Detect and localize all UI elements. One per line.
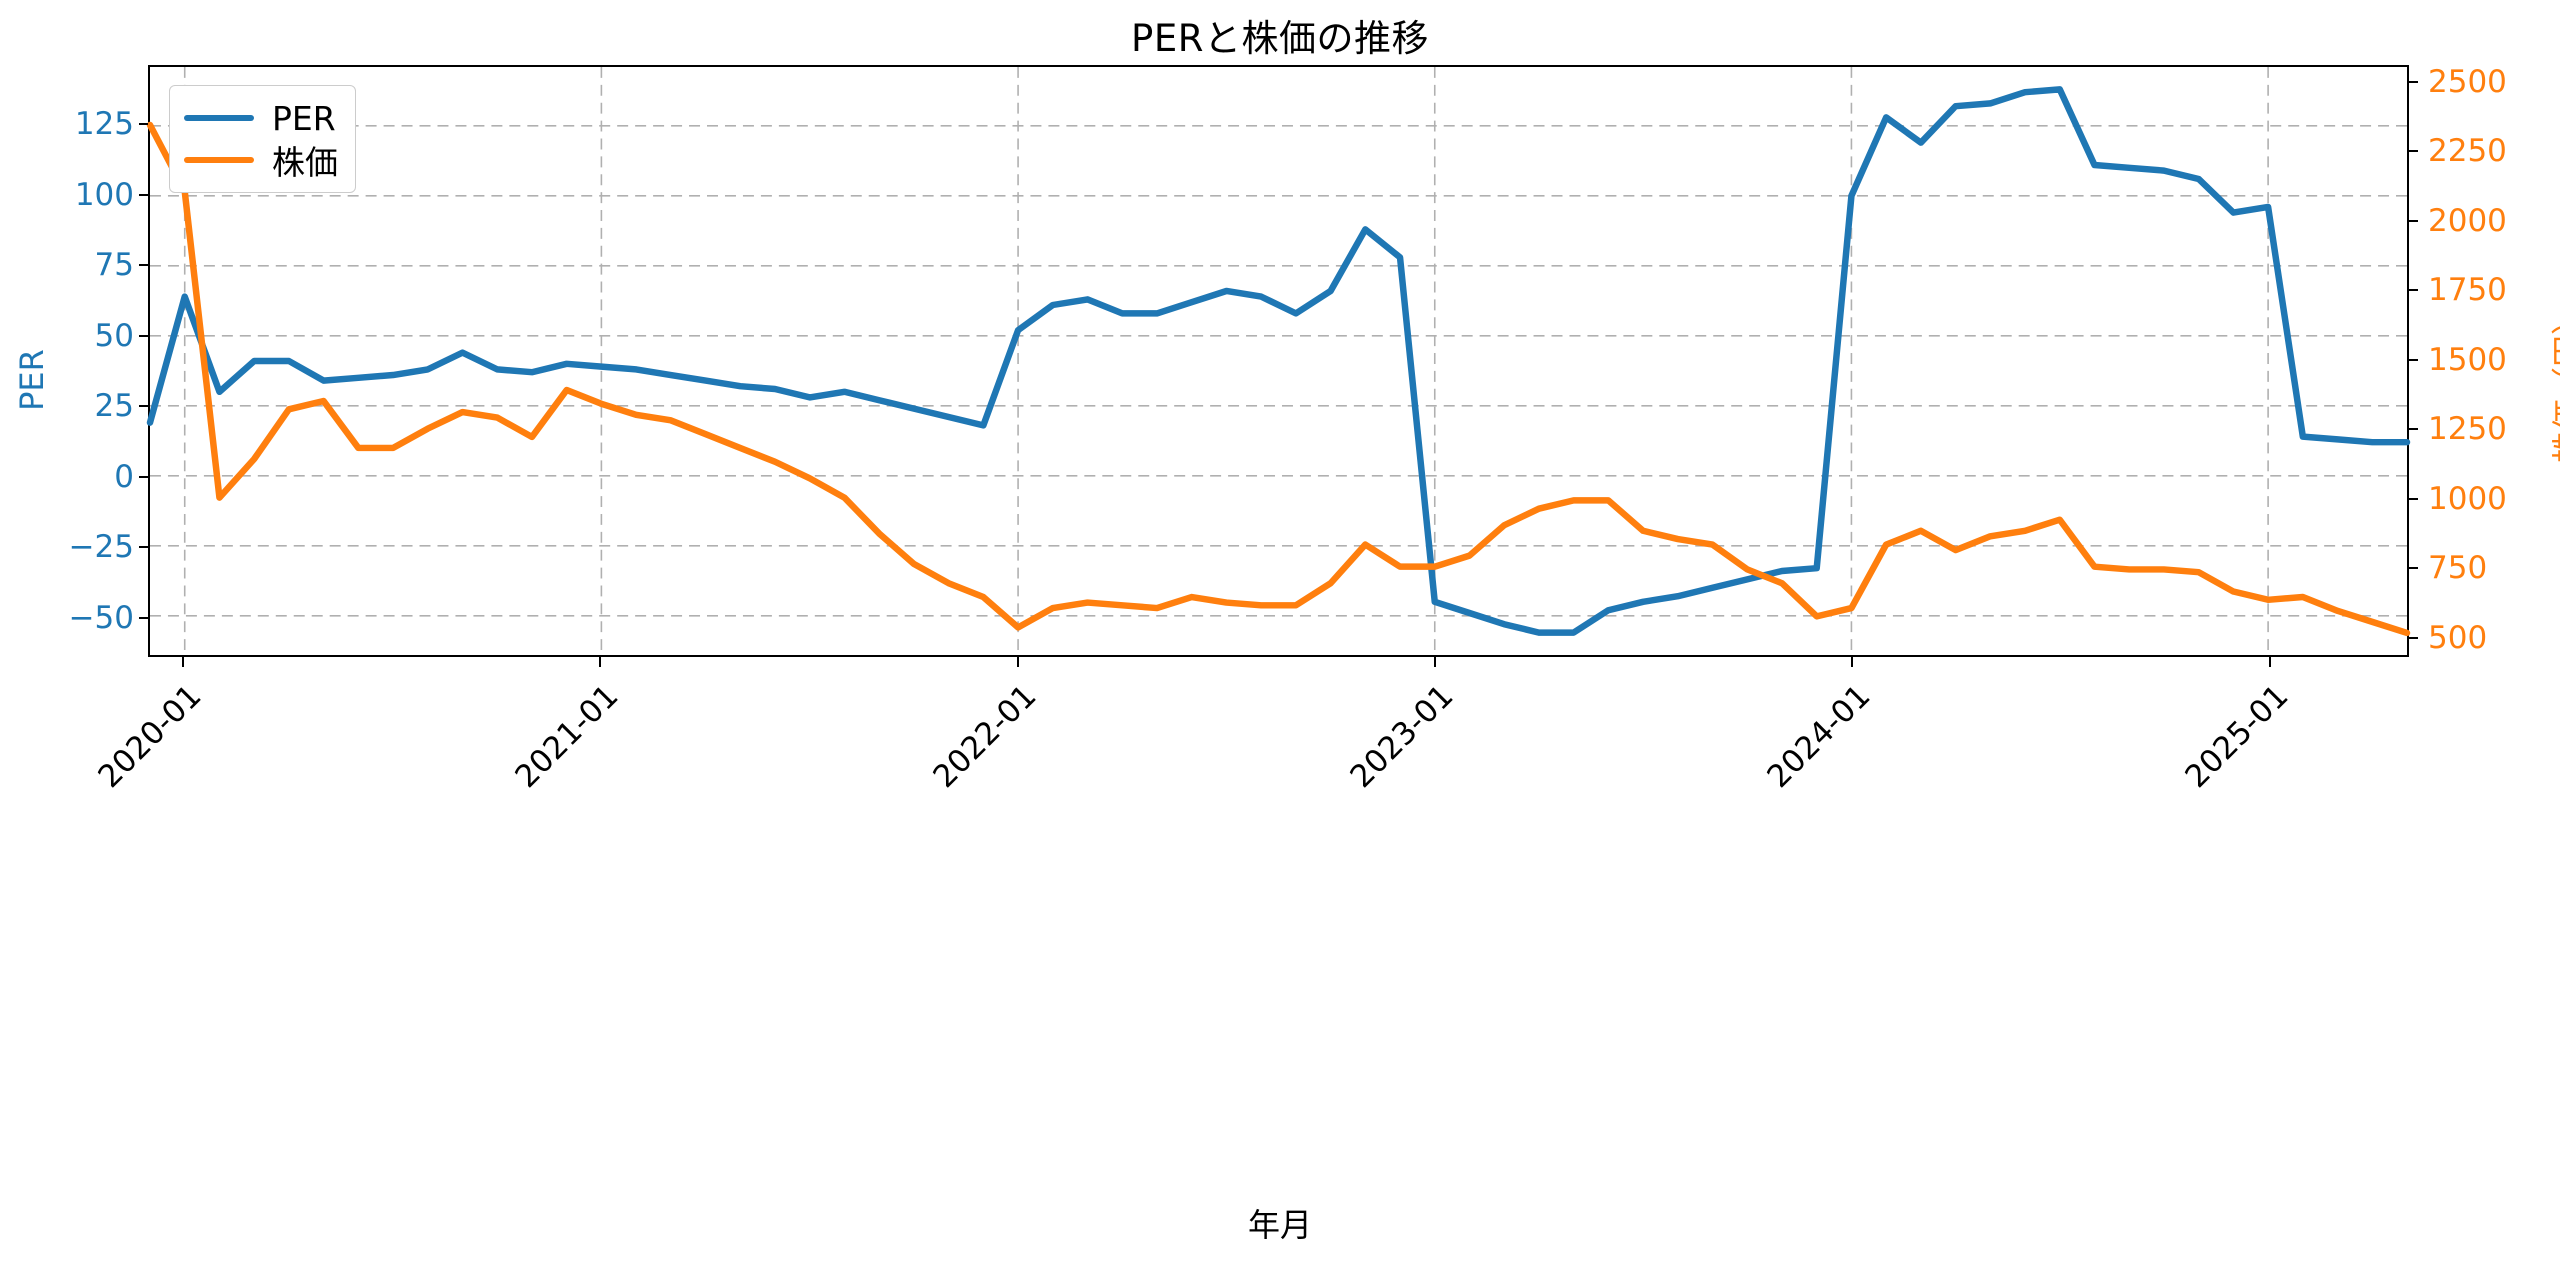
x-tick-mark [1434, 657, 1437, 667]
y-tick-label-right: 2250 [2428, 133, 2507, 170]
chart-legend: PER 株価 [169, 85, 356, 193]
x-tick-label: 2020-01 [91, 678, 209, 796]
data-lines [146, 86, 2411, 637]
y-tick-label-right: 750 [2428, 550, 2488, 587]
y-tick-mark-right [2409, 428, 2418, 431]
y-tick-mark-left [139, 193, 148, 196]
x-axis-label: 年月 [1247, 1206, 1312, 1244]
x-tick-mark [599, 657, 602, 667]
y-tick-label-left: 50 [94, 317, 134, 354]
y-tick-label-left: 0 [114, 458, 134, 495]
x-tick-mark [1851, 657, 1854, 667]
y-tick-mark-left [139, 405, 148, 408]
y-tick-label-left: −25 [68, 529, 134, 566]
y-tick-mark-right [2409, 289, 2418, 292]
legend-swatch-kabuka [184, 157, 254, 163]
x-tick-label: 2025-01 [2178, 678, 2296, 796]
y-tick-label-left: −50 [68, 599, 134, 636]
y-tick-label-left: 100 [74, 176, 134, 213]
y-tick-label-left: 125 [74, 106, 134, 143]
x-tick-label: 2024-01 [1760, 678, 1878, 796]
y-tick-mark-right [2409, 219, 2418, 222]
x-tick-mark [181, 657, 184, 667]
series-line-PER [146, 86, 2411, 636]
y-tick-mark-right [2409, 497, 2418, 500]
legend-item-per: PER [184, 97, 338, 139]
y-tick-label-right: 1750 [2428, 272, 2507, 309]
y-tick-mark-right [2409, 567, 2418, 570]
y-tick-label-right: 500 [2428, 619, 2488, 656]
y-axis-left-label: PER [13, 349, 51, 411]
y-tick-mark-left [139, 334, 148, 337]
legend-item-kabuka: 株価 [184, 139, 338, 182]
y-tick-label-right: 1250 [2428, 411, 2507, 448]
chart-title: PERと株価の推移 [1131, 17, 1429, 60]
y-tick-label-right: 1500 [2428, 341, 2507, 378]
series-line-株価 [146, 121, 2411, 637]
plot-area [146, 65, 2411, 657]
y-tick-label-right: 1000 [2428, 480, 2507, 517]
y-tick-mark-right [2409, 636, 2418, 639]
x-tick-mark [1016, 657, 1019, 667]
y-tick-mark-left [139, 546, 148, 549]
y-tick-label-right: 2500 [2428, 63, 2507, 100]
x-tick-label: 2022-01 [926, 678, 1044, 796]
y-tick-mark-left [139, 475, 148, 478]
grid-lines [150, 67, 2407, 655]
y-tick-mark-left [139, 264, 148, 267]
x-tick-mark [2268, 657, 2271, 667]
y-tick-mark-right [2409, 358, 2418, 361]
legend-swatch-per [184, 115, 254, 121]
legend-label-kabuka: 株価 [272, 143, 338, 182]
x-tick-label: 2021-01 [508, 678, 626, 796]
y-tick-label-left: 25 [94, 388, 134, 425]
y-tick-mark-right [2409, 150, 2418, 153]
y-tick-label-left: 75 [94, 247, 134, 284]
x-tick-label: 2023-01 [1343, 678, 1461, 796]
y-tick-mark-left [139, 616, 148, 619]
legend-label-per: PER [272, 98, 336, 138]
y-axis-right-label: 株価（円） [2549, 303, 2560, 464]
y-tick-label-right: 2000 [2428, 202, 2507, 239]
y-tick-mark-left [139, 123, 148, 126]
y-tick-mark-right [2409, 80, 2418, 83]
